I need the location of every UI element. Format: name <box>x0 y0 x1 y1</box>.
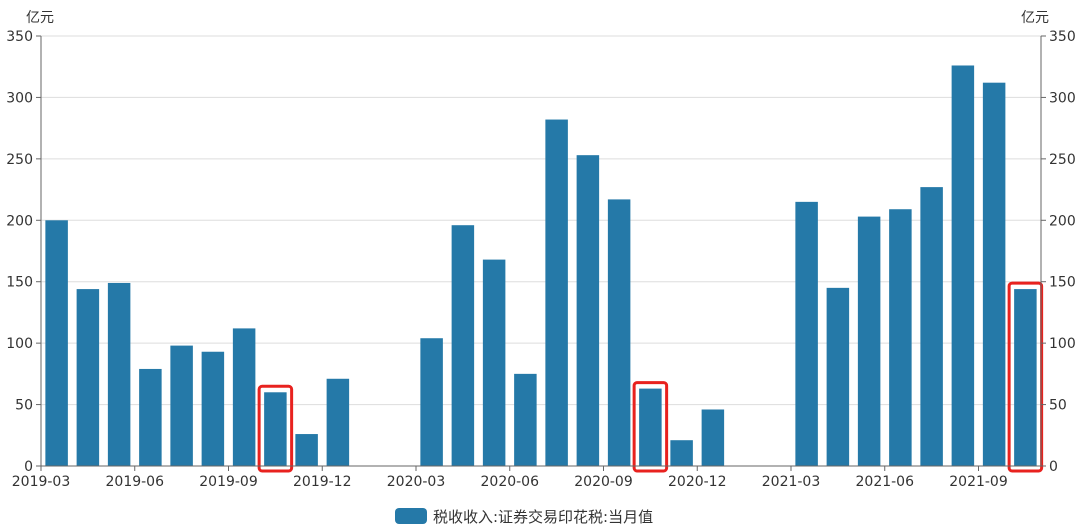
y-tick-label-left: 0 <box>24 459 33 475</box>
bar-2020-07[interactable] <box>545 119 568 467</box>
x-tick-label: 2020-09 <box>574 474 633 490</box>
y-tick-label-left: 100 <box>6 336 33 352</box>
y-tick-label-left: 200 <box>6 213 33 229</box>
y-tick-label-right: 300 <box>1049 90 1076 106</box>
bar-2020-04[interactable] <box>451 225 475 466</box>
y-tick-label-right: 200 <box>1049 213 1076 229</box>
bar-2020-09[interactable] <box>607 199 631 466</box>
bar-2019-11[interactable] <box>295 434 318 466</box>
axes: 0 0 50 50 100 100 150 150 200 200 250 250 300 300 350 3… <box>6 29 1075 490</box>
bar-2020-03[interactable] <box>420 338 443 466</box>
legend-label: 税收收入:证券交易印花税:当月值 <box>433 508 653 526</box>
bar-2021-05[interactable] <box>857 216 881 466</box>
bar-2019-05[interactable] <box>107 282 131 466</box>
bar-2021-08[interactable] <box>951 65 975 466</box>
y-tick-label-right: 250 <box>1049 152 1076 168</box>
bar-2021-06[interactable] <box>889 209 912 466</box>
bar-2019-03[interactable] <box>45 220 68 466</box>
highlight-box-2019-10 <box>257 384 294 473</box>
x-tick-label: 2019-06 <box>106 474 165 490</box>
right-axis-unit: 亿元 <box>1021 10 1049 26</box>
bar-2019-07[interactable] <box>170 345 193 466</box>
bar-2019-04[interactable] <box>76 289 100 466</box>
y-tick-label-right: 150 <box>1049 275 1076 291</box>
bar-2020-11[interactable] <box>670 440 693 466</box>
bar-2021-09[interactable] <box>982 82 1006 466</box>
y-tick-label-right: 50 <box>1049 398 1067 414</box>
x-tick-label: 2021-03 <box>762 474 821 490</box>
bar-2019-10[interactable] <box>264 392 287 466</box>
y-tick-label-right: 0 <box>1049 459 1058 475</box>
y-tick-label-left: 300 <box>6 90 33 106</box>
bar-2019-08[interactable] <box>201 351 225 466</box>
bar-2019-06[interactable] <box>139 368 162 466</box>
y-tick-label-left: 250 <box>6 152 33 168</box>
bar-2020-05[interactable] <box>482 259 506 466</box>
y-tick-label-left: 150 <box>6 275 33 291</box>
bar-2020-06[interactable] <box>514 373 537 466</box>
y-tick-label-left: 350 <box>6 29 33 45</box>
x-tick-label: 2021-09 <box>949 474 1008 490</box>
bar-2021-10[interactable] <box>1014 289 1037 466</box>
legend[interactable]: 税收收入:证券交易印花税:当月值 <box>395 508 653 526</box>
gridlines <box>41 35 1041 406</box>
x-tick-label: 2020-03 <box>387 474 446 490</box>
x-tick-label: 2021-06 <box>856 474 915 490</box>
highlight-boxes <box>257 281 1044 473</box>
x-tick-label: 2020-12 <box>668 474 727 490</box>
highlight-box-2020-10 <box>632 381 669 473</box>
legend-swatch <box>395 508 427 524</box>
y-tick-label-left: 50 <box>15 398 33 414</box>
highlight-box-2021-10 <box>1007 281 1044 473</box>
bar-2021-07[interactable] <box>920 187 943 466</box>
bar-2019-09[interactable] <box>232 328 256 466</box>
bar-2020-10[interactable] <box>639 388 662 466</box>
x-tick-label: 2020-06 <box>481 474 540 490</box>
bar-2020-08[interactable] <box>576 155 600 466</box>
bar-2020-12[interactable] <box>701 409 725 466</box>
bars <box>45 65 1037 467</box>
bar-2021-04[interactable] <box>826 287 850 466</box>
y-tick-label-right: 350 <box>1049 29 1076 45</box>
bar-2021-03[interactable] <box>795 201 818 466</box>
x-tick-label: 2019-12 <box>293 474 352 490</box>
x-tick-label: 2019-03 <box>12 474 71 490</box>
x-tick-label: 2019-09 <box>199 474 258 490</box>
y-tick-label-right: 100 <box>1049 336 1076 352</box>
left-axis-unit: 亿元 <box>26 10 54 26</box>
bar-2019-12[interactable] <box>326 378 350 466</box>
